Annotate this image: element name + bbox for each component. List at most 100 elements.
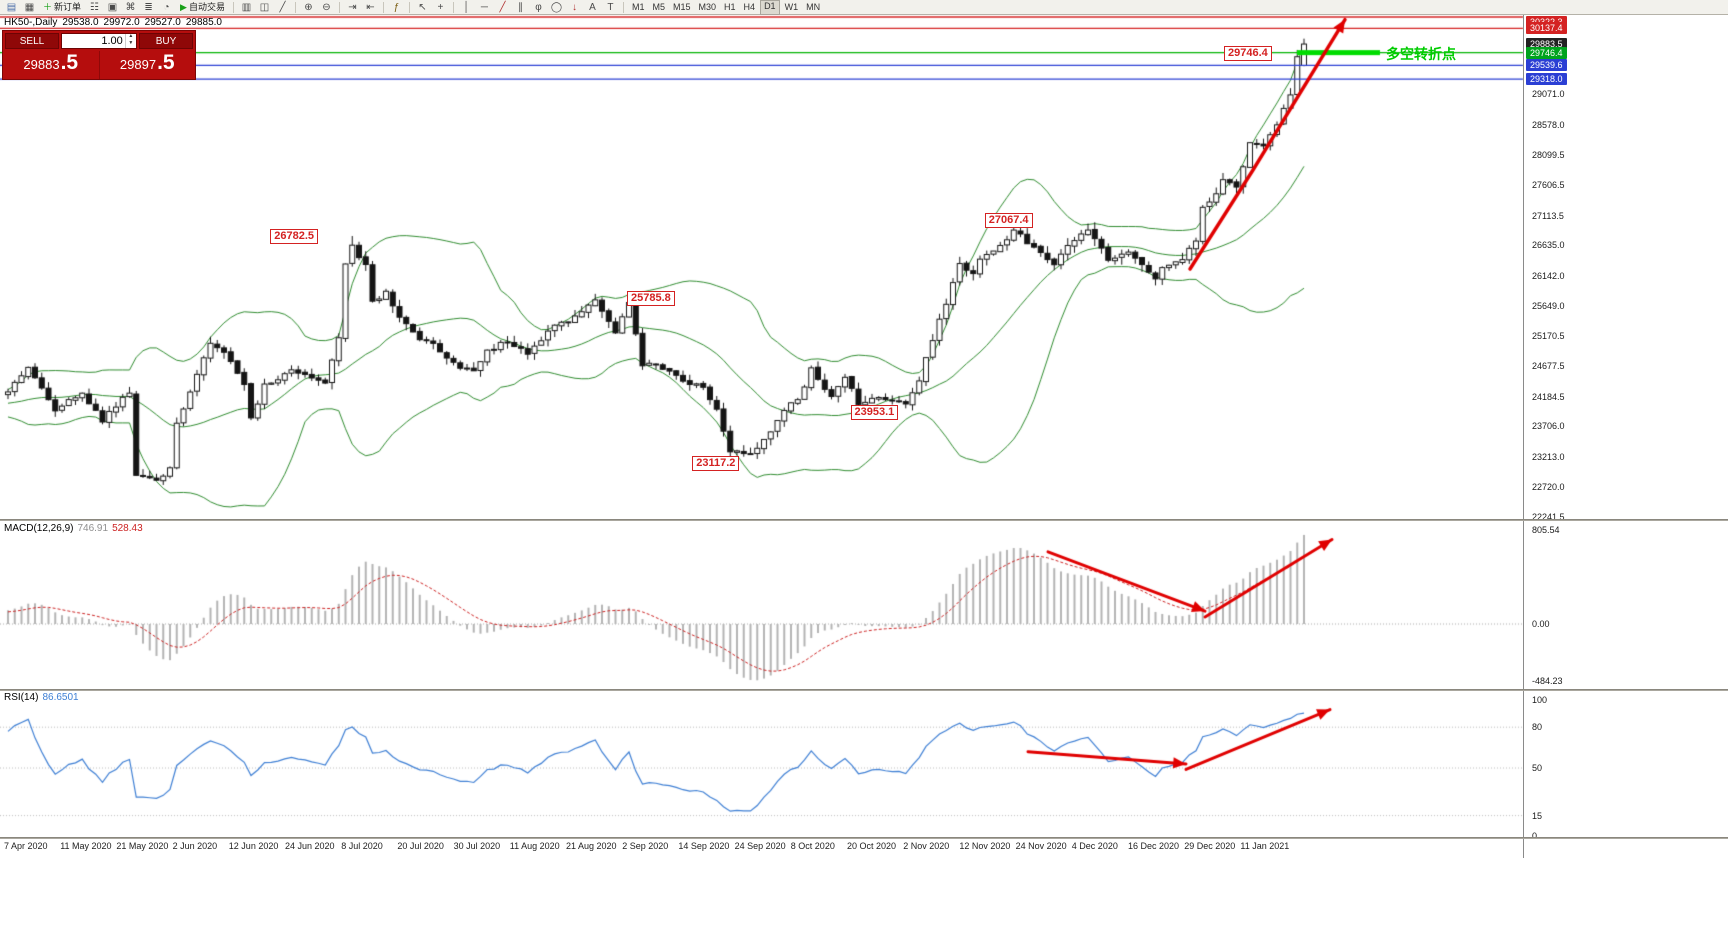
macd-signal-value: 528.43	[112, 523, 143, 534]
one-click-trading-panel: SELL ▲ ▼ BUY 29883.5 29897.5	[2, 30, 196, 80]
buy-button[interactable]: BUY	[139, 33, 193, 49]
tab-timeframe-h4[interactable]: H4	[743, 1, 756, 12]
text-tool-icon[interactable]: A	[589, 1, 596, 13]
date-axis-label: 12 Nov 2020	[959, 841, 1011, 851]
price-tag: 30137.4	[1526, 22, 1567, 35]
trendline-icon[interactable]: ╱	[499, 1, 506, 13]
volume-up-button[interactable]: ▲	[128, 33, 134, 39]
strategy-tester-icon[interactable]: ◔	[163, 1, 170, 13]
panel-separator-macd-rsi[interactable]	[0, 689, 1728, 691]
price-annotation[interactable]: 25785.8	[627, 290, 675, 306]
ohlc-open: 29538.0	[62, 17, 99, 28]
volume-stepper: ▲ ▼	[124, 33, 136, 48]
price-annotation[interactable]: 23117.2	[692, 455, 740, 471]
navigator-icon[interactable]: ⌘	[125, 1, 136, 13]
date-axis-label: 24 Sep 2020	[734, 841, 786, 851]
new-order-button[interactable]: ＋新订单	[39, 1, 85, 14]
date-axis-label: 4 Dec 2020	[1071, 841, 1118, 851]
cursor-icon[interactable]: ↖	[418, 1, 427, 13]
shapes-icon[interactable]: ◯	[550, 1, 563, 13]
arrow-tool-icon[interactable]: ↓	[571, 1, 577, 13]
new-order-icon: ＋	[43, 1, 53, 12]
price-annotation[interactable]: 29746.4	[1224, 45, 1272, 61]
autotrading-button-label: 自动交易	[188, 1, 225, 12]
autotrading-icon: ▶	[180, 1, 187, 12]
price-annotation[interactable]: 26782.5	[270, 229, 319, 245]
new-chart-icon[interactable]: ▤	[6, 1, 17, 13]
panel-separator-main-macd[interactable]	[0, 519, 1728, 521]
data-window-icon[interactable]: ▣	[107, 1, 118, 13]
tab-timeframe-m15[interactable]: M15	[673, 1, 691, 12]
price-annotation[interactable]: 27067.4	[984, 213, 1033, 229]
zoom-in-icon[interactable]: ⊕	[304, 1, 313, 13]
toolbar-divider	[338, 1, 340, 13]
ask-frac-digits: .5	[157, 51, 175, 74]
macd-name: MACD(12,26,9)	[4, 523, 74, 534]
chart-shift-icon[interactable]: ⇤	[366, 1, 375, 13]
volume-input[interactable]	[62, 34, 125, 48]
tab-timeframe-h1[interactable]: H1	[724, 1, 736, 12]
bid-price: 29883.5	[3, 51, 100, 79]
autotrading-button[interactable]: ▶ 自动交易	[176, 1, 229, 14]
date-axis-label: 29 Dec 2020	[1184, 841, 1236, 851]
price-axis-label: 24184.5	[1532, 391, 1565, 402]
price-axis-label: 24677.5	[1532, 361, 1565, 372]
macd-axis-label: -484.23	[1532, 675, 1563, 686]
channel-icon[interactable]: ∥	[517, 1, 523, 13]
date-axis-label: 12 Jun 2020	[228, 841, 279, 851]
date-axis-label: 7 Apr 2020	[4, 841, 48, 851]
price-axis-label: 27113.5	[1532, 210, 1564, 221]
chart-symbol-period: HK50-,Daily	[4, 17, 58, 28]
chart-profiles-icon[interactable]: ▦	[24, 1, 35, 13]
line-chart-icon[interactable]: ╱	[279, 1, 286, 13]
toolbar-divider	[232, 1, 234, 13]
indicators-icon[interactable]: ƒ	[393, 1, 400, 13]
rsi-value: 86.6501	[42, 692, 79, 703]
market-watch-icon[interactable]: ☷	[90, 1, 100, 13]
tab-timeframe-m5[interactable]: M5	[652, 1, 665, 12]
price-axis-label: 23213.0	[1532, 451, 1565, 462]
date-axis-label: 2 Sep 2020	[622, 841, 669, 851]
zoom-out-icon[interactable]: ⊖	[322, 1, 331, 13]
sell-button[interactable]: SELL	[5, 33, 59, 49]
tab-timeframe-m30[interactable]: M30	[698, 1, 717, 12]
date-axis-label: 11 Jan 2021	[1240, 841, 1290, 851]
tab-timeframe-w1[interactable]: W1	[784, 1, 799, 12]
crosshair-icon[interactable]: +	[437, 1, 444, 13]
rsi-label: RSI(14) 86.6501	[4, 692, 83, 703]
date-axis-label: 21 May 2020	[116, 841, 169, 851]
rsi-axis-label: 80	[1532, 722, 1543, 733]
date-axis-label: 20 Oct 2020	[847, 841, 897, 851]
ohlc-low: 29527.0	[144, 17, 181, 28]
toolbar: ▤ ▦ ＋新订单 ☷ ▣ ⌘ ≣ ◔ ▶ 自动交易 ▥ ◫ ╱ ⊕ ⊖ ⇥ ⇤ ƒ ↖ + │ ─ ╱ ∥ φ ◯ ↓ A T M1 M5 M…	[0, 0, 1728, 15]
date-axis-label: 2 Nov 2020	[903, 841, 950, 851]
candlestick-chart-icon[interactable]: ◫	[259, 1, 270, 13]
ask-price: 29897.5	[100, 51, 196, 79]
price-axis-label: 22241.5	[1532, 512, 1565, 522]
date-axis-label: 16 Dec 2020	[1128, 841, 1180, 851]
price-axis-label: 29071.0	[1532, 89, 1565, 100]
tab-timeframe-d1[interactable]: D1	[760, 0, 780, 15]
price-axis-label: 25170.5	[1532, 330, 1565, 341]
tab-timeframe-mn[interactable]: MN	[806, 1, 821, 12]
terminal-icon[interactable]: ≣	[144, 1, 153, 13]
bars-chart-icon[interactable]: ▥	[241, 1, 252, 13]
text-label-icon[interactable]: T	[607, 1, 614, 13]
ohlc-high: 29972.0	[103, 17, 140, 28]
date-axis-label: 30 Jul 2020	[453, 841, 501, 851]
horizontal-line-icon[interactable]: ─	[480, 1, 489, 13]
price-axis-label: 26635.0	[1532, 240, 1565, 251]
turning-point-label[interactable]: 多空转折点	[1386, 45, 1456, 62]
volume-box: ▲ ▼	[61, 33, 137, 49]
date-axis-label: 2 Jun 2020	[172, 841, 218, 851]
price-axis[interactable]: 29071.0 28578.0 28099.5 27606.5 27113.5 26635…	[1523, 15, 1728, 858]
volume-down-button[interactable]: ▼	[128, 40, 134, 46]
auto-scroll-icon[interactable]: ⇥	[348, 1, 357, 13]
tab-timeframe-m1[interactable]: M1	[631, 1, 645, 12]
panel-separator-rsi-dates[interactable]	[0, 837, 1728, 839]
ohlc-close: 29885.0	[185, 17, 222, 28]
price-annotation[interactable]: 23953.1	[850, 405, 899, 421]
vertical-line-icon[interactable]: │	[463, 1, 470, 13]
fibonacci-icon[interactable]: φ	[535, 1, 542, 13]
